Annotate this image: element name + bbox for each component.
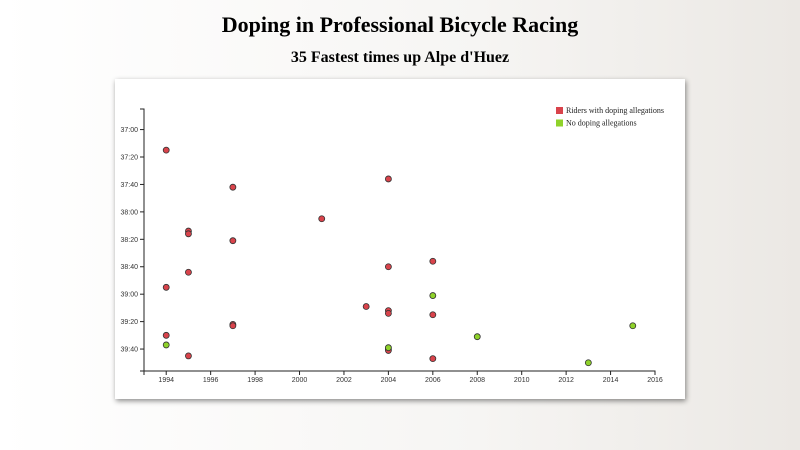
y-tick-label: 39:00 [120, 292, 138, 299]
doping-point [229, 322, 237, 330]
doping-point [384, 309, 392, 317]
y-tick-label: 38:00 [120, 209, 138, 216]
legend-label: No doping allegations [566, 119, 637, 128]
doping-point [384, 263, 392, 271]
clean-point [429, 292, 437, 299]
doping-point [162, 283, 170, 291]
scatter-plot: 1994 1996 1998 2000 2002 2004 2006 2008 2010 2012… [120, 106, 664, 384]
clean-point [584, 359, 592, 367]
x-tick-label: 2014 [603, 377, 619, 384]
x-tick-label: 2008 [469, 377, 485, 384]
x-tick-label: 2006 [425, 377, 441, 384]
clean-point [473, 333, 481, 341]
x-tick-label: 2012 [558, 377, 574, 384]
doping-point [429, 355, 437, 363]
x-tick-label: 1994 [158, 377, 174, 384]
legend-swatch [556, 107, 563, 114]
y-tick-label: 38:20 [120, 237, 138, 244]
y-tick-label: 39:20 [120, 319, 138, 326]
x-tick-label: 1996 [203, 377, 219, 384]
doping-point [162, 331, 170, 339]
x-tick-label: 2004 [381, 377, 397, 384]
y-tick-label: 38:40 [120, 264, 138, 271]
x-tick-label: 2002 [336, 377, 352, 384]
doping-point [384, 175, 392, 183]
y-tick-label: 37:00 [120, 127, 138, 134]
y-tick-label: 37:40 [120, 182, 138, 189]
x-tick-label: 2016 [647, 377, 663, 384]
doping-point [429, 257, 437, 265]
chart-title: Doping in Professional Bicycle Racing [221, 12, 579, 37]
x-tick-label: 1998 [247, 377, 263, 384]
x-tick-label: 2000 [292, 377, 308, 384]
clean-point [629, 322, 637, 330]
y-axis-line [140, 108, 145, 372]
chart-subtitle: 35 Fastest times up Alpe d'Huez [290, 49, 510, 66]
x-axis-line [143, 370, 656, 375]
doping-point [318, 215, 326, 223]
doping-point [229, 237, 237, 245]
y-tick-label: 39:40 [120, 347, 138, 354]
legend-swatch [556, 119, 563, 127]
doping-point [185, 352, 192, 360]
clean-point [162, 341, 170, 349]
doping-point [185, 268, 192, 276]
legend-label: Riders with doping allegations [566, 106, 664, 115]
clean-point [384, 344, 392, 352]
doping-point [429, 311, 437, 319]
doping-point [362, 303, 370, 310]
x-tick-label: 2010 [514, 377, 530, 384]
chart-card: 1994 1996 1998 2000 2002 2004 2006 2008 2010 2012… [115, 79, 685, 399]
y-tick-label: 37:20 [120, 155, 138, 162]
doping-point [185, 230, 192, 238]
doping-point [229, 183, 237, 191]
doping-point [162, 146, 170, 154]
